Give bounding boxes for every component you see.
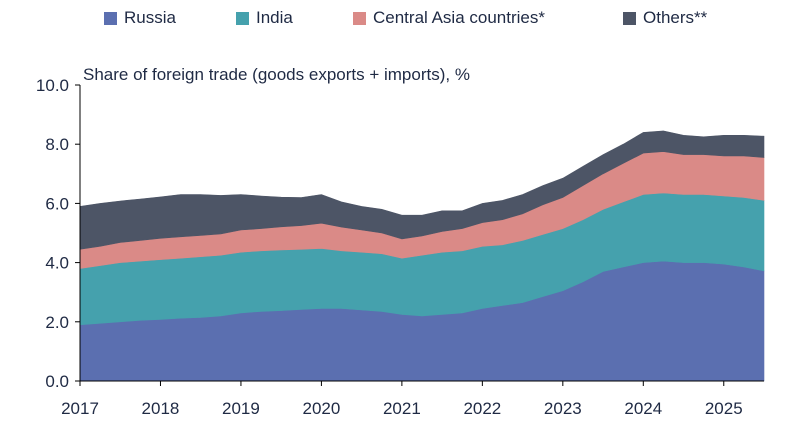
x-tick-label: 2018 [142,399,180,418]
legend-swatch [236,11,249,25]
x-tick-label: 2019 [222,399,260,418]
x-tick-label: 2021 [383,399,421,418]
legend-item: Russia [104,8,176,28]
legend-item: Central Asia countries* [353,8,545,28]
legend-label: Others** [643,8,708,27]
x-tick-label: 2017 [61,399,99,418]
x-tick-label: 2025 [705,399,743,418]
chart-title: Share of foreign trade (goods exports + … [83,65,470,84]
legend-label: Russia [124,8,176,27]
y-tick-label: 10.0 [36,76,69,95]
y-tick-label: 2.0 [45,313,69,332]
x-tick-label: 2023 [544,399,582,418]
series-area-3 [79,130,765,250]
y-tick-label: 0.0 [45,372,69,391]
legend-label: Central Asia countries* [373,8,545,27]
y-tick-label: 6.0 [45,194,69,213]
y-tick-label: 8.0 [45,135,69,154]
legend-swatch [623,11,636,25]
x-tick-label: 2022 [463,399,501,418]
legend-swatch [104,11,117,25]
y-tick-label: 4.0 [45,254,69,273]
legend-swatch [353,11,366,25]
chart-legend: Russia India Central Asia countries* Others… [0,8,796,34]
legend-label: India [256,8,293,27]
x-tick-label: 2024 [624,399,662,418]
x-tick-label: 2020 [302,399,340,418]
legend-item: India [236,8,293,28]
legend-item: Others** [623,8,707,28]
